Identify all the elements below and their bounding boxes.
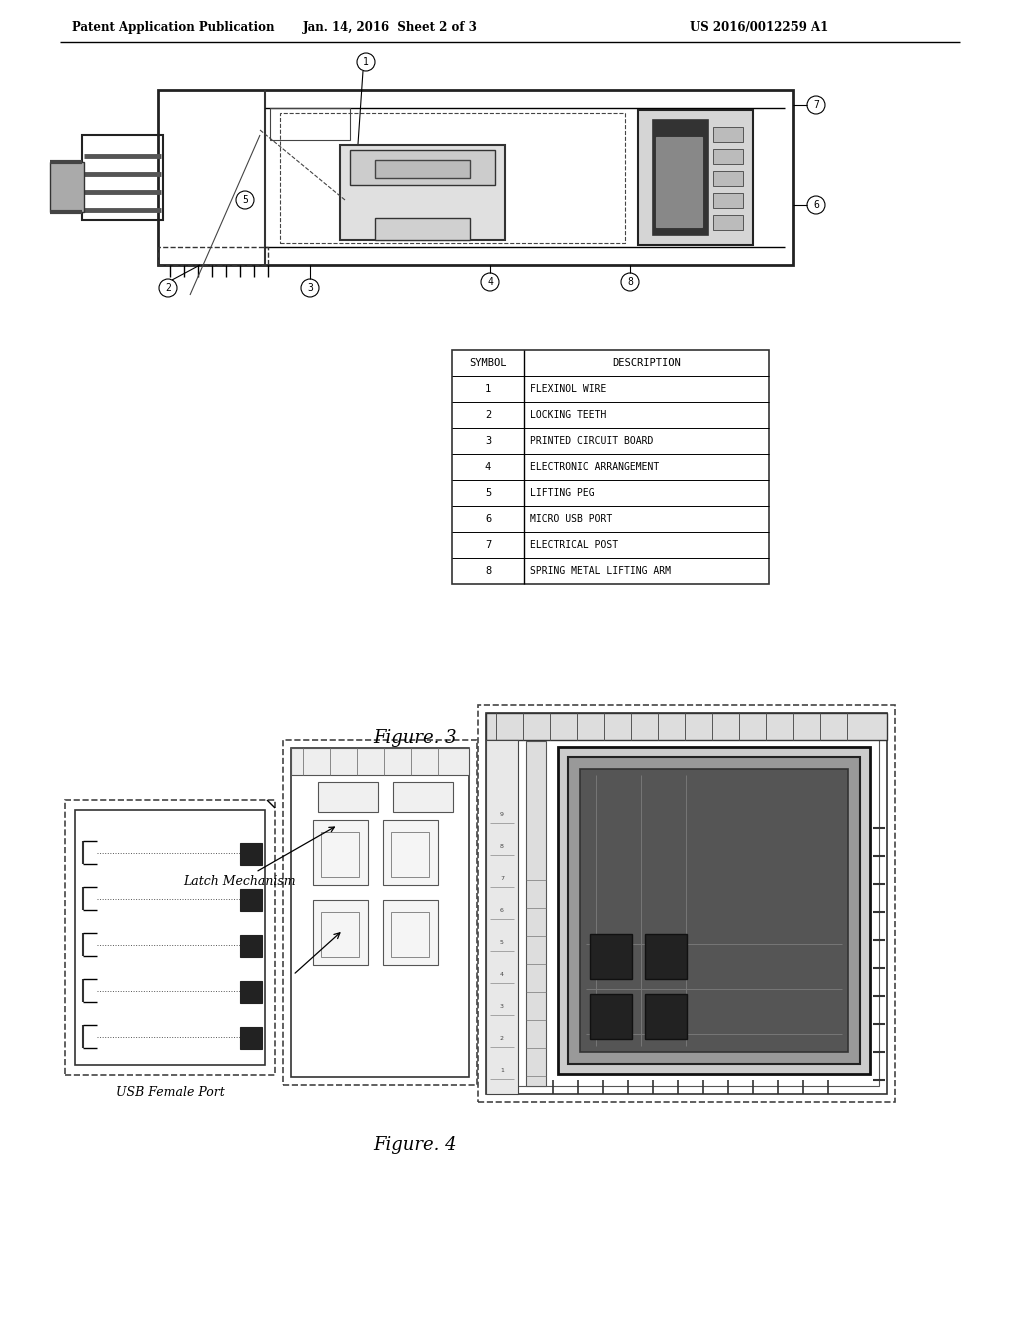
Bar: [240, 981, 262, 1003]
Text: 3: 3: [500, 1005, 504, 1010]
Text: MICRO USB PORT: MICRO USB PORT: [530, 513, 612, 524]
Bar: [486, 741, 518, 1094]
Text: SPRING METAL LIFTING ARM: SPRING METAL LIFTING ARM: [530, 566, 671, 576]
Bar: [713, 149, 743, 164]
Text: LOCKING TEETH: LOCKING TEETH: [530, 411, 606, 420]
Text: 6: 6: [500, 908, 504, 913]
Bar: [82, 135, 163, 220]
Bar: [75, 810, 265, 1065]
Bar: [656, 137, 702, 227]
Bar: [291, 748, 469, 775]
Text: PRINTED CIRCUIT BOARD: PRINTED CIRCUIT BOARD: [530, 436, 653, 446]
Bar: [713, 215, 743, 230]
Bar: [645, 935, 687, 979]
Bar: [291, 748, 469, 1077]
Bar: [240, 843, 262, 865]
Bar: [391, 832, 429, 876]
Bar: [375, 218, 470, 240]
Text: Jan. 14, 2016  Sheet 2 of 3: Jan. 14, 2016 Sheet 2 of 3: [302, 21, 477, 33]
Bar: [568, 756, 860, 1064]
Bar: [240, 888, 262, 911]
Bar: [158, 90, 793, 265]
Bar: [321, 832, 359, 876]
Bar: [321, 912, 359, 957]
Text: FLEXINOL WIRE: FLEXINOL WIRE: [530, 384, 606, 393]
Text: 4: 4: [500, 973, 504, 978]
Bar: [158, 247, 268, 265]
Text: 3: 3: [307, 282, 313, 293]
Text: Patent Application Publication: Patent Application Publication: [72, 21, 274, 33]
Bar: [590, 994, 632, 1039]
Text: 6: 6: [813, 201, 819, 210]
Bar: [65, 800, 275, 1074]
Bar: [645, 994, 687, 1039]
Text: 1: 1: [500, 1068, 504, 1073]
Bar: [452, 350, 769, 583]
Bar: [558, 747, 870, 1074]
Bar: [318, 781, 378, 812]
Bar: [383, 900, 438, 965]
Text: 8: 8: [627, 277, 633, 286]
Text: 3: 3: [485, 436, 492, 446]
Text: 4: 4: [485, 462, 492, 473]
Text: DESCRIPTION: DESCRIPTION: [612, 358, 681, 368]
Bar: [350, 150, 495, 185]
Text: 4: 4: [487, 277, 493, 286]
Bar: [50, 162, 84, 213]
Bar: [526, 741, 546, 1086]
Bar: [580, 770, 848, 1052]
Bar: [240, 935, 262, 957]
Text: 2: 2: [165, 282, 171, 293]
Text: 7: 7: [485, 540, 492, 550]
Text: 9: 9: [500, 813, 504, 817]
Text: Figure. 3: Figure. 3: [373, 729, 457, 747]
Bar: [391, 912, 429, 957]
Text: US 2016/0012259 A1: US 2016/0012259 A1: [690, 21, 828, 33]
Text: 5: 5: [500, 940, 504, 945]
Bar: [713, 172, 743, 186]
Bar: [240, 1027, 262, 1049]
Text: Figure. 4: Figure. 4: [373, 1137, 457, 1154]
Bar: [486, 713, 887, 1094]
Bar: [283, 741, 477, 1085]
Bar: [313, 900, 368, 965]
Bar: [270, 108, 350, 140]
Bar: [340, 145, 505, 240]
Bar: [653, 120, 708, 235]
Text: 8: 8: [500, 845, 504, 850]
Bar: [590, 935, 632, 979]
Text: LIFTING PEG: LIFTING PEG: [530, 488, 595, 498]
Text: 7: 7: [813, 100, 819, 110]
Bar: [280, 114, 625, 243]
Text: 8: 8: [485, 566, 492, 576]
Text: ELECTRONIC ARRANGEMENT: ELECTRONIC ARRANGEMENT: [530, 462, 659, 473]
Text: 5: 5: [485, 488, 492, 498]
Text: USB Female Port: USB Female Port: [116, 1086, 224, 1100]
Bar: [713, 193, 743, 209]
Bar: [486, 713, 887, 741]
Bar: [313, 820, 368, 884]
Text: Latch Mechanism: Latch Mechanism: [183, 828, 335, 888]
Text: 2: 2: [500, 1036, 504, 1041]
Text: 2: 2: [485, 411, 492, 420]
Bar: [375, 160, 470, 178]
Bar: [638, 110, 753, 246]
Text: 1: 1: [364, 57, 369, 67]
Text: ELECTRICAL POST: ELECTRICAL POST: [530, 540, 618, 550]
Text: 5: 5: [242, 195, 248, 205]
Text: 1: 1: [485, 384, 492, 393]
Bar: [478, 705, 895, 1102]
Bar: [383, 820, 438, 884]
Text: SYMBOL: SYMBOL: [469, 358, 507, 368]
Bar: [494, 721, 879, 1086]
Text: 7: 7: [500, 876, 504, 882]
Text: 6: 6: [485, 513, 492, 524]
Bar: [713, 127, 743, 143]
Bar: [393, 781, 453, 812]
